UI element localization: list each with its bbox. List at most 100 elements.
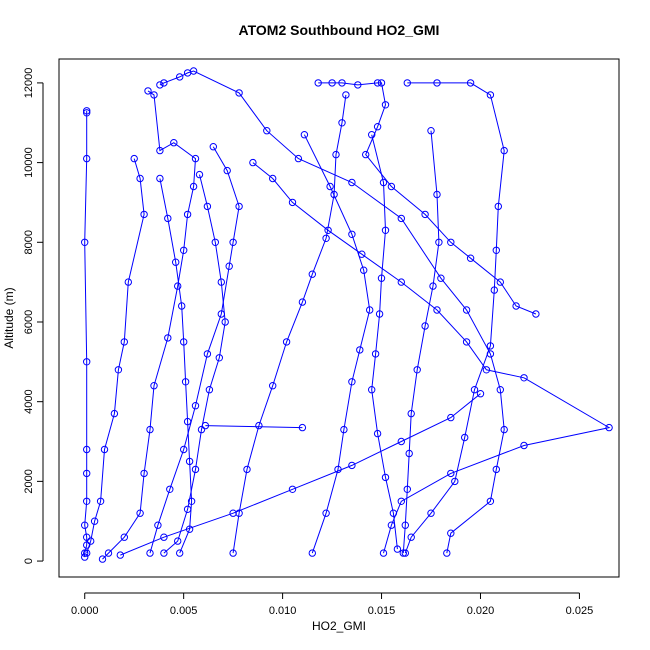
series-line <box>102 90 197 560</box>
data-point <box>211 238 220 247</box>
data-point <box>377 79 386 87</box>
series <box>116 390 485 559</box>
data-point <box>397 437 405 446</box>
data-point <box>294 154 303 163</box>
data-point <box>81 549 89 557</box>
data-point <box>104 549 113 557</box>
data-point <box>381 226 390 235</box>
data-point <box>81 553 89 561</box>
data-point <box>164 334 172 342</box>
x-tick-label: 0.025 <box>566 605 594 617</box>
data-point <box>83 107 91 115</box>
data-point <box>338 119 346 127</box>
data-point <box>494 202 502 211</box>
series-line <box>205 425 303 429</box>
chart-title: ATOM2 Southbound HO2_GMI <box>239 22 440 38</box>
series <box>229 91 350 557</box>
data-point <box>397 278 405 286</box>
data-point <box>403 485 411 493</box>
data-point <box>433 306 441 314</box>
data-point <box>360 266 368 274</box>
y-tick-label: 0 <box>23 558 35 564</box>
data-point <box>160 533 168 541</box>
y-tick-label: 8000 <box>23 230 35 254</box>
x-axis-label: HO2_GMI <box>312 619 366 633</box>
x-axis: 0.000 0.005 0.010 0.015 0.020 0.025 <box>71 592 594 617</box>
data-point <box>189 67 198 75</box>
data-point <box>170 139 178 147</box>
data-point <box>403 79 411 87</box>
data-point <box>235 89 243 97</box>
series-line <box>120 393 481 556</box>
data-point <box>221 318 229 326</box>
data-point <box>215 354 224 362</box>
data-point <box>379 549 388 557</box>
data-point <box>433 190 441 199</box>
data-point <box>205 386 214 394</box>
series <box>401 79 508 557</box>
data-point <box>209 143 218 151</box>
data-point <box>83 541 91 549</box>
series-line <box>84 110 88 558</box>
data-point <box>342 91 350 99</box>
data-point <box>203 202 212 211</box>
data-point <box>120 533 129 541</box>
data-point <box>300 131 309 139</box>
data-point <box>407 533 415 541</box>
data-point <box>156 174 164 183</box>
series <box>399 127 443 557</box>
data-point <box>180 338 188 346</box>
data-point <box>466 79 475 87</box>
series <box>98 87 200 563</box>
data-point <box>375 310 384 318</box>
data-point <box>174 537 182 545</box>
data-point <box>427 127 435 135</box>
data-point <box>195 170 204 179</box>
y-tick-label: 2000 <box>23 469 35 493</box>
data-point <box>393 545 402 553</box>
data-point <box>348 378 356 386</box>
data-point <box>356 346 364 354</box>
data-point <box>249 158 257 167</box>
data-point <box>180 445 188 454</box>
data-point <box>116 551 125 559</box>
data-point <box>203 350 212 358</box>
data-point <box>191 154 200 163</box>
data-point <box>338 79 346 87</box>
series-line <box>371 134 398 550</box>
data-point <box>187 497 196 505</box>
data-point <box>150 382 158 390</box>
data-point <box>298 298 307 306</box>
data-point <box>83 497 91 505</box>
data-point <box>328 79 336 87</box>
data-point <box>120 338 129 346</box>
plot-marks <box>81 67 613 563</box>
data-point <box>348 178 356 187</box>
data-point <box>263 127 271 135</box>
data-point <box>243 465 251 474</box>
data-point <box>150 91 158 99</box>
data-point <box>500 146 508 155</box>
data-point <box>373 429 382 438</box>
y-axis-label: Altitude (m) <box>2 287 16 348</box>
data-point <box>358 250 366 258</box>
data-point <box>144 87 152 95</box>
data-point <box>146 425 154 434</box>
data-point <box>500 425 508 434</box>
data-point <box>427 509 435 517</box>
data-point <box>191 402 200 410</box>
data-point <box>314 79 322 87</box>
data-point <box>229 509 237 517</box>
data-point <box>461 433 469 442</box>
data-point <box>470 386 479 394</box>
series-line <box>303 134 371 554</box>
data-point <box>397 497 405 505</box>
series <box>156 174 196 557</box>
data-point <box>114 366 123 374</box>
data-point <box>83 445 91 454</box>
data-point <box>401 549 409 557</box>
data-point <box>110 409 119 418</box>
data-point <box>348 230 356 239</box>
